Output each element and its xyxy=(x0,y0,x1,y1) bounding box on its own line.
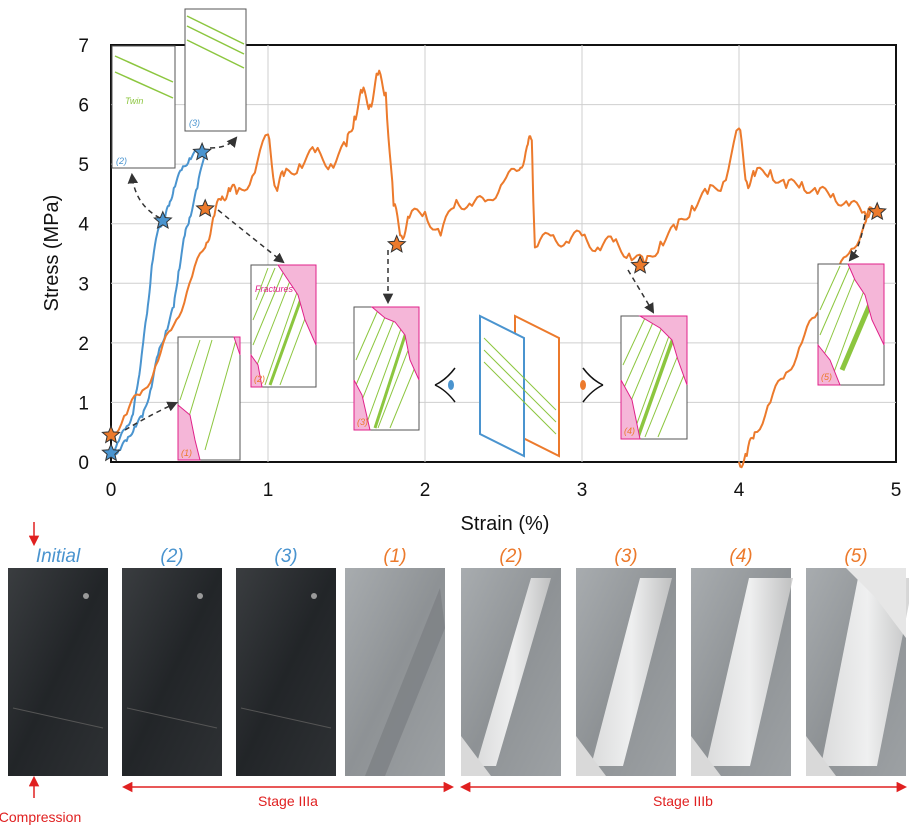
x-tick-label: 1 xyxy=(263,480,274,501)
twin-label: Twin xyxy=(125,96,143,106)
inset-orange-4-label: (4) xyxy=(624,426,635,436)
inset-orange-4: (4) xyxy=(620,315,688,440)
photo-label: (2) xyxy=(499,546,522,567)
inset-orange-3-label: (3) xyxy=(357,417,368,427)
photo-label: (2) xyxy=(160,546,183,567)
photo-label: (1) xyxy=(383,546,406,567)
inset-orange-1-label: (1) xyxy=(181,448,192,458)
sample-sketch xyxy=(434,314,604,458)
x-tick-label: 5 xyxy=(891,480,902,501)
x-tick-label: 3 xyxy=(577,480,588,501)
photo-panel xyxy=(691,568,793,776)
y-tick-labels: 0 1 2 3 4 5 6 7 xyxy=(78,36,89,474)
inset-orange-1: (1) xyxy=(177,336,241,461)
inset-blue-3-label: (3) xyxy=(189,118,200,128)
state-marker xyxy=(630,255,650,274)
y-tick-label: 0 xyxy=(78,453,89,474)
inset-orange-3: (3) xyxy=(353,306,420,431)
y-tick-label: 1 xyxy=(78,393,89,414)
photo-labels: Initial (2) (3) (1) (2) (3) (4) (5) xyxy=(36,546,868,567)
x-tick-label: 2 xyxy=(420,480,431,501)
compression-arrows: Compression xyxy=(0,522,81,825)
stage-b-label: Stage IIIb xyxy=(653,793,713,809)
curves xyxy=(101,69,887,469)
inset-arrows xyxy=(124,136,866,431)
inset-orange-5: (5) xyxy=(817,263,885,386)
stage-a: Stage IIIa xyxy=(121,781,455,809)
photo-panel xyxy=(8,568,108,776)
x-axis-label: Strain (%) xyxy=(461,513,550,535)
y-tick-label: 4 xyxy=(78,215,89,236)
series-line xyxy=(110,69,874,469)
inset-blue-3: (3) xyxy=(184,8,247,132)
photo-panel xyxy=(122,568,222,776)
photo-panel xyxy=(461,568,561,776)
y-tick-label: 5 xyxy=(78,155,89,176)
photo-panel xyxy=(236,568,336,776)
photo-label: (3) xyxy=(274,546,297,567)
inset-blue-2-label: (2) xyxy=(116,156,127,166)
fractures-label: Fractures xyxy=(255,284,294,294)
state-marker xyxy=(386,234,407,253)
state-marker xyxy=(192,141,212,161)
y-tick-label: 6 xyxy=(78,96,89,117)
photo-label: (5) xyxy=(844,546,867,567)
state-marker xyxy=(867,201,887,221)
stage-b: Stage IIIb xyxy=(459,781,908,809)
y-tick-label: 2 xyxy=(78,334,89,355)
y-axis-label: Stress (MPa) xyxy=(41,195,63,312)
photo-strip xyxy=(8,568,909,776)
x-tick-labels: 0 1 2 3 4 5 xyxy=(106,480,902,501)
photo-panel xyxy=(806,568,909,776)
x-tick-label: 0 xyxy=(106,480,117,501)
photo-label: (4) xyxy=(729,546,752,567)
y-tick-label: 3 xyxy=(78,274,89,295)
stage-a-label: Stage IIIa xyxy=(258,793,318,809)
photo-panel xyxy=(576,568,676,776)
inset-orange-5-label: (5) xyxy=(821,372,832,382)
photo-label: Initial xyxy=(36,546,81,567)
state-marker xyxy=(195,198,216,218)
y-tick-label: 7 xyxy=(78,36,89,57)
photo-panel xyxy=(345,568,445,776)
state-marker xyxy=(101,442,121,462)
insets: Twin (2) (3) (1) xyxy=(111,8,885,461)
inset-blue-2: Twin (2) xyxy=(111,45,176,169)
x-tick-label: 4 xyxy=(734,480,745,501)
compression-label: Compression xyxy=(0,809,81,825)
state-marker xyxy=(153,210,173,230)
inset-orange-2: Fractures (2) xyxy=(250,264,317,388)
photo-label: (3) xyxy=(614,546,637,567)
inset-orange-2-label: (2) xyxy=(254,374,265,384)
state-marker xyxy=(101,424,121,444)
